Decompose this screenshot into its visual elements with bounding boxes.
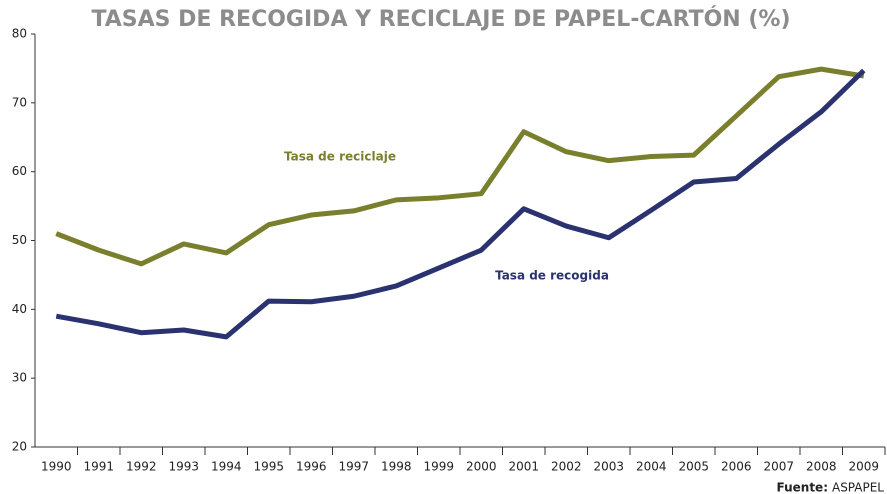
x-tick-label: 2005 <box>678 460 709 474</box>
y-tick-label: 40 <box>12 302 27 316</box>
x-tick-label: 2000 <box>466 460 497 474</box>
chart-title: TASAS DE RECOGIDA Y RECICLAJE DE PAPEL-C… <box>91 6 790 32</box>
x-tick-label: 1993 <box>168 460 199 474</box>
x-tick-label: 1990 <box>41 460 72 474</box>
y-tick-label: 60 <box>12 164 27 178</box>
series-label: Tasa de recogida <box>495 269 609 283</box>
y-tick-label: 50 <box>12 233 27 247</box>
series-line <box>55 66 865 267</box>
x-tick-label: 2007 <box>763 460 794 474</box>
x-tick-label: 2003 <box>593 460 624 474</box>
x-tick-label: 1996 <box>296 460 327 474</box>
y-tick-label: 30 <box>12 371 27 385</box>
x-tick-label: 2006 <box>721 460 752 474</box>
x-tick-label: 2008 <box>806 460 837 474</box>
series-label: Tasa de reciclaje <box>284 150 396 164</box>
x-tick-label: 1991 <box>83 460 114 474</box>
x-tick-label: 2001 <box>508 460 539 474</box>
x-tick-label: 1994 <box>211 460 242 474</box>
y-tick-label: 70 <box>12 95 27 109</box>
x-tick-label: 1992 <box>126 460 157 474</box>
x-tick-label: 1995 <box>253 460 284 474</box>
x-tick-label: 1999 <box>423 460 454 474</box>
x-tick-label: 1998 <box>381 460 412 474</box>
y-tick-label: 80 <box>12 27 27 41</box>
source-text: ASPAPEL <box>832 481 884 494</box>
x-tick-label: 1997 <box>338 460 369 474</box>
y-tick-label: 20 <box>12 440 27 454</box>
x-tick-label: 2004 <box>636 460 667 474</box>
x-tick-label: 2002 <box>551 460 582 474</box>
series-line <box>55 68 866 340</box>
source-label: Fuente: <box>777 481 829 494</box>
x-tick-label: 2009 <box>848 460 879 474</box>
